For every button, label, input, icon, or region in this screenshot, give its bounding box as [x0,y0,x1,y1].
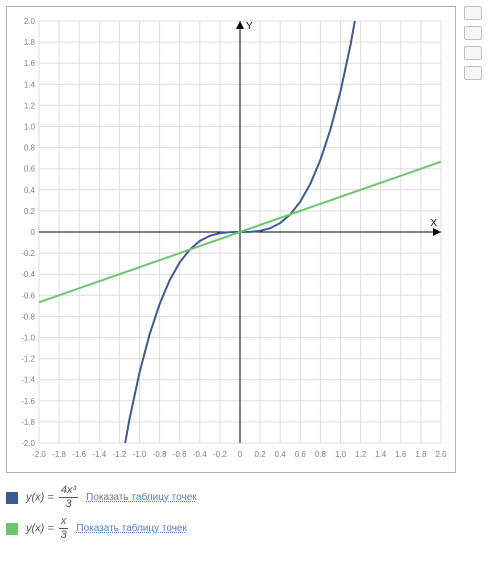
svg-text:-0.6: -0.6 [21,291,35,300]
side-button-1[interactable] [464,6,482,20]
svg-text:-0.2: -0.2 [213,450,227,459]
svg-text:-1.2: -1.2 [21,355,35,364]
formula-den: 3 [59,498,78,510]
svg-text:1.0: 1.0 [335,450,347,459]
legend-formula-linear: y(x) = x 3 [26,516,68,541]
side-button-4[interactable] [464,66,482,80]
svg-text:-2.0: -2.0 [21,439,35,448]
svg-text:-1.4: -1.4 [21,376,35,385]
svg-text:0: 0 [31,228,36,237]
svg-text:-1.6: -1.6 [21,397,35,406]
svg-text:-0.8: -0.8 [21,312,35,321]
svg-text:0.6: 0.6 [295,450,307,459]
svg-text:-1.8: -1.8 [21,418,35,427]
svg-text:0.4: 0.4 [275,450,287,459]
svg-text:0: 0 [238,450,243,459]
side-button-3[interactable] [464,46,482,60]
svg-text:-2.0: -2.0 [32,450,46,459]
svg-text:1.4: 1.4 [375,450,387,459]
show-points-link-linear[interactable]: Показать таблицу точек [76,523,186,534]
svg-text:-1.4: -1.4 [92,450,106,459]
svg-text:0.8: 0.8 [24,144,36,153]
svg-text:1.4: 1.4 [24,80,36,89]
svg-text:0.4: 0.4 [24,186,36,195]
formula-lhs: y(x) [26,522,44,534]
svg-text:0.2: 0.2 [255,450,267,459]
svg-text:-0.2: -0.2 [21,249,35,258]
legend-swatch-cubic [6,492,18,504]
svg-text:-1.0: -1.0 [133,450,147,459]
chart-panel: -2.0 -1.8 -1.6 -1.4 -1.2 -1.0 -0.8 -0.6 -0.4 -0.2… [6,6,456,473]
svg-text:1.6: 1.6 [24,59,36,68]
svg-text:0.8: 0.8 [315,450,327,459]
svg-text:1.8: 1.8 [415,450,427,459]
svg-text:2.0: 2.0 [24,17,36,26]
svg-text:X: X [430,218,437,229]
legend-row-linear: y(x) = x 3 Показать таблицу точек [6,516,494,541]
function-chart: -2.0 -1.8 -1.6 -1.4 -1.2 -1.0 -0.8 -0.6 -0.4 -0.2… [11,11,451,463]
svg-text:1.6: 1.6 [395,450,407,459]
legend-swatch-linear [6,523,18,535]
svg-text:1.2: 1.2 [355,450,367,459]
svg-text:-1.0: -1.0 [21,334,35,343]
formula-den: 3 [59,529,69,541]
formula-lhs: y(x) [26,491,44,503]
svg-text:0.2: 0.2 [24,207,36,216]
svg-text:-1.2: -1.2 [113,450,127,459]
svg-text:1.2: 1.2 [24,101,36,110]
side-button-2[interactable] [464,26,482,40]
legend-formula-cubic: y(x) = 4x³ 3 [26,485,78,510]
svg-text:-0.4: -0.4 [193,450,207,459]
svg-text:Y: Y [246,21,253,32]
formula-num: x [59,516,69,529]
svg-text:-0.4: -0.4 [21,270,35,279]
show-points-link-cubic[interactable]: Показать таблицу точек [86,492,196,503]
legend: y(x) = 4x³ 3 Показать таблицу точек y(x)… [6,485,494,541]
svg-text:2.0: 2.0 [435,450,447,459]
svg-text:-0.8: -0.8 [153,450,167,459]
formula-num: 4x³ [59,485,78,498]
side-button-stack [464,6,482,80]
svg-text:0.6: 0.6 [24,165,36,174]
svg-text:-0.6: -0.6 [173,450,187,459]
svg-text:-1.8: -1.8 [52,450,66,459]
svg-text:-1.6: -1.6 [72,450,86,459]
svg-text:1.0: 1.0 [24,123,36,132]
legend-row-cubic: y(x) = 4x³ 3 Показать таблицу точек [6,485,494,510]
svg-text:1.8: 1.8 [24,38,36,47]
